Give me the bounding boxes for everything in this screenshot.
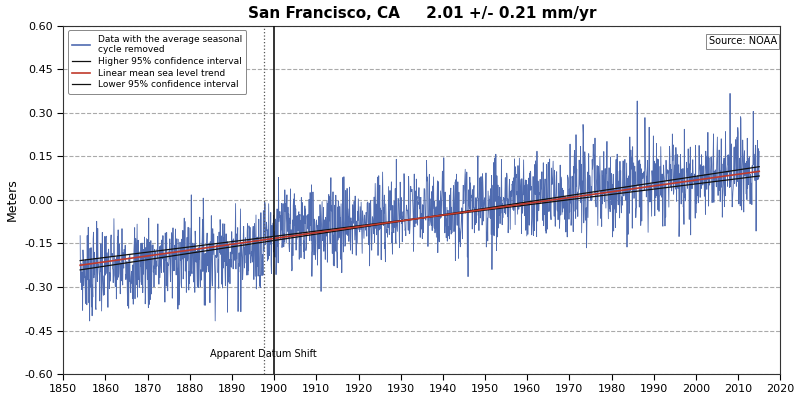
Text: Apparent Datum Shift: Apparent Datum Shift [210, 349, 317, 359]
Text: Source: NOAA: Source: NOAA [709, 36, 777, 46]
Y-axis label: Meters: Meters [6, 178, 18, 221]
Title: San Francisco, CA     2.01 +/- 0.21 mm/yr: San Francisco, CA 2.01 +/- 0.21 mm/yr [247, 6, 596, 20]
Legend: Data with the average seasonal
cycle removed, Higher 95% confidence interval, Li: Data with the average seasonal cycle rem… [68, 30, 246, 94]
